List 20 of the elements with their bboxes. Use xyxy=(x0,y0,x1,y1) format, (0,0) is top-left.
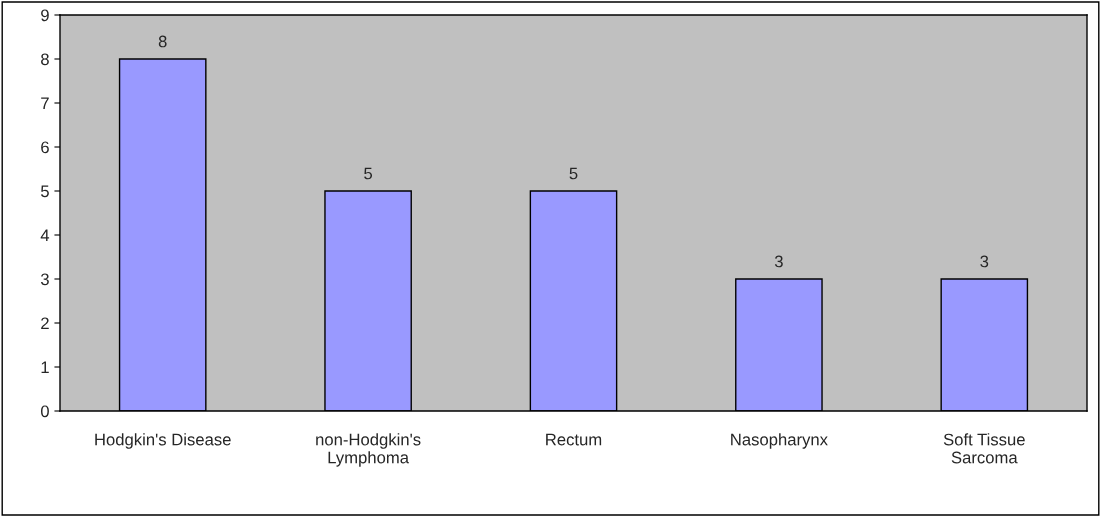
y-tick-label: 3 xyxy=(40,273,49,286)
x-tick-label: Rectum xyxy=(546,433,602,446)
y-tick-label: 0 xyxy=(40,405,49,418)
y-tick-label: 8 xyxy=(41,53,49,66)
y-tick-label: 4 xyxy=(40,229,50,242)
data-label: 8 xyxy=(158,35,167,48)
y-tick-label: 9 xyxy=(41,9,49,22)
y-tick-label: 1 xyxy=(41,361,49,374)
x-tick-label: Hodgkin's Disease xyxy=(95,433,231,449)
y-tick-label: 5 xyxy=(40,185,49,198)
data-label: 5 xyxy=(569,167,578,180)
data-label: 5 xyxy=(364,167,373,180)
x-tick-label: Soft Tissue Sarcoma xyxy=(943,433,1025,464)
data-label: 3 xyxy=(774,255,783,268)
x-tick-label: non-Hodgkin's Lymphoma xyxy=(316,433,421,467)
data-label: 3 xyxy=(980,255,989,268)
x-tick-label: Nasopharynx xyxy=(731,433,828,449)
y-tick-label: 2 xyxy=(41,317,49,330)
y-tick-label: 6 xyxy=(41,141,49,154)
y-tick-label: 7 xyxy=(41,97,49,110)
